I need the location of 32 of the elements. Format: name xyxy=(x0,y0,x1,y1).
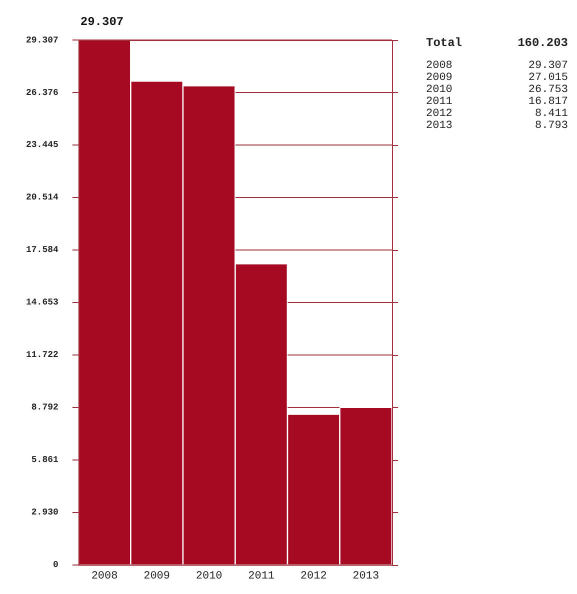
text: 26.753 xyxy=(528,84,568,96)
chart-title: 29.307 xyxy=(80,15,124,30)
y-tick-label: 23.445 xyxy=(26,140,58,150)
x-tick-label: 2008 xyxy=(91,570,118,582)
x-tick-label: 2012 xyxy=(300,570,327,582)
text: 160.203 xyxy=(518,36,568,50)
y-tick-label: 14.653 xyxy=(26,298,58,308)
y-tick-label: 29.307 xyxy=(26,35,58,46)
text: 2013 xyxy=(426,120,452,132)
text: Total xyxy=(426,36,462,50)
text: 2011 xyxy=(426,96,452,108)
text: 16.817 xyxy=(528,96,568,108)
y-tick-label: 17.584 xyxy=(26,245,60,256)
text: 2012 xyxy=(426,108,452,120)
x-tick-label: 2011 xyxy=(248,570,275,582)
y-tick-label: 2.930 xyxy=(31,508,58,518)
text: 27.015 xyxy=(528,72,568,84)
y-tick-label: 0 xyxy=(53,560,58,570)
x-tick-label: 2009 xyxy=(144,570,170,582)
x-tick-label: 2010 xyxy=(196,570,222,582)
text: 2008 xyxy=(426,60,452,72)
text: 8.793 xyxy=(534,120,568,132)
y-tick-label: 11.722 xyxy=(26,350,58,360)
y-tick-label: 20.514 xyxy=(26,192,60,203)
text: 29.307 xyxy=(528,60,568,72)
x-tick-label: 2013 xyxy=(352,570,380,582)
y-tick-label: 5.861 xyxy=(31,455,59,466)
y-tick-label: 8.792 xyxy=(31,402,58,413)
text: 2010 xyxy=(426,84,452,96)
y-tick-label: 26.376 xyxy=(26,88,58,98)
text: 8.411 xyxy=(534,108,568,120)
text: 2009 xyxy=(426,72,452,84)
